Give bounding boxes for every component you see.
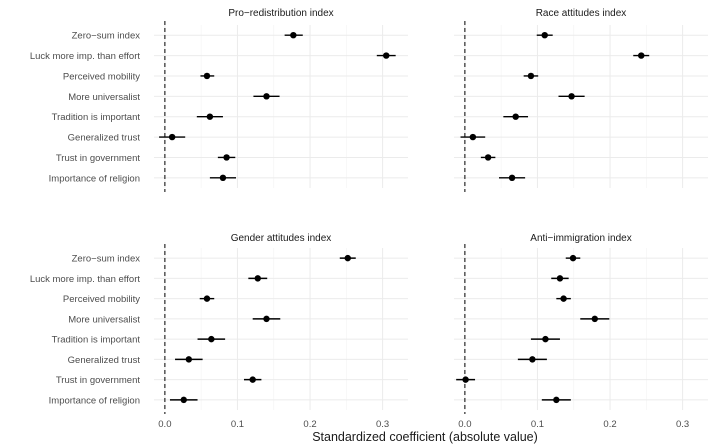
- coefficient-point: [556, 275, 564, 282]
- panel-title: Gender attitudes index: [231, 233, 332, 244]
- x-tick-label: 0.3: [676, 419, 689, 430]
- coefficient-point: [168, 133, 176, 141]
- coefficient-point: [527, 72, 535, 80]
- coefficient-point: [208, 335, 215, 343]
- coefficient-point: [462, 376, 469, 383]
- coefficient-point: [203, 72, 211, 80]
- coefficient-point: [383, 52, 390, 59]
- coefficient-point: [185, 356, 193, 363]
- coefficient-point: [344, 254, 351, 262]
- y-category-label: More universalist: [68, 314, 140, 325]
- coefficient-point: [249, 376, 256, 383]
- panel-4: Anti−immigration index 0.0 0.1 0.2 0.3: [454, 233, 708, 430]
- y-category-label: Perceived mobility: [63, 71, 140, 82]
- coefficient-point: [469, 133, 477, 141]
- coefficient-point: [219, 174, 227, 182]
- y-category-label: More universalist: [68, 92, 140, 103]
- coefficient-point: [638, 52, 645, 59]
- coefficient-point: [541, 31, 548, 39]
- panel-title: Pro−redistribution index: [228, 8, 333, 19]
- x-tick-label: 0.3: [376, 419, 389, 430]
- y-category-label: Perceived mobility: [63, 294, 140, 305]
- coefficient-point: [263, 315, 270, 323]
- x-tick-label: 0.1: [531, 419, 544, 430]
- y-category-label: Zero−sum index: [72, 31, 141, 42]
- coefficient-point: [484, 154, 492, 161]
- coefficient-point: [569, 254, 577, 262]
- y-category-label: Trust in government: [56, 153, 140, 164]
- coefficient-point: [591, 315, 598, 323]
- coefficient-point: [568, 93, 575, 100]
- coefficient-point: [553, 396, 560, 404]
- x-tick-label: 0.1: [231, 419, 244, 430]
- y-category-label: Trust in government: [56, 375, 140, 386]
- coefficient-point: [263, 93, 270, 100]
- coefficient-point: [223, 154, 230, 161]
- panel-3: Gender attitudes index Zero−sum index Luck…: [30, 233, 408, 430]
- y-category-label: Importance of religion: [49, 173, 140, 184]
- y-category-label: Luck more imp. than effort: [30, 274, 141, 285]
- y-category-label: Zero−sum index: [72, 254, 141, 265]
- coefficient-point: [508, 174, 516, 182]
- x-tick-label: 0.2: [603, 419, 616, 430]
- x-tick-label: 0.2: [303, 419, 316, 430]
- coefficient-point: [560, 295, 567, 302]
- coefficient-point: [206, 113, 214, 120]
- y-category-label: Tradition is important: [52, 112, 141, 123]
- x-tick-label: 0.0: [458, 419, 471, 430]
- coefficient-point: [542, 335, 549, 343]
- coefficient-point: [529, 356, 536, 363]
- coefficient-point: [254, 275, 261, 282]
- panel-1: Pro−redistribution index Zero−sum index Lu…: [30, 8, 408, 192]
- panel-title: Anti−immigration index: [530, 233, 631, 244]
- y-category-label: Generalized trust: [68, 133, 141, 144]
- panel-title: Race attitudes index: [536, 8, 627, 19]
- y-category-label: Luck more imp. than effort: [30, 51, 141, 62]
- coefficient-point: [512, 113, 519, 120]
- coefficient-point: [203, 295, 211, 302]
- panel-2: Race attitudes index: [454, 8, 708, 192]
- y-category-label: Tradition is important: [52, 335, 141, 346]
- x-tick-label: 0.0: [158, 419, 171, 430]
- x-axis-title: Standardized coefficient (absolute value…: [312, 430, 538, 444]
- coefficient-point: [290, 31, 297, 39]
- y-category-label: Generalized trust: [68, 355, 141, 366]
- y-category-label: Importance of religion: [49, 395, 140, 406]
- coefficient-point: [180, 396, 187, 404]
